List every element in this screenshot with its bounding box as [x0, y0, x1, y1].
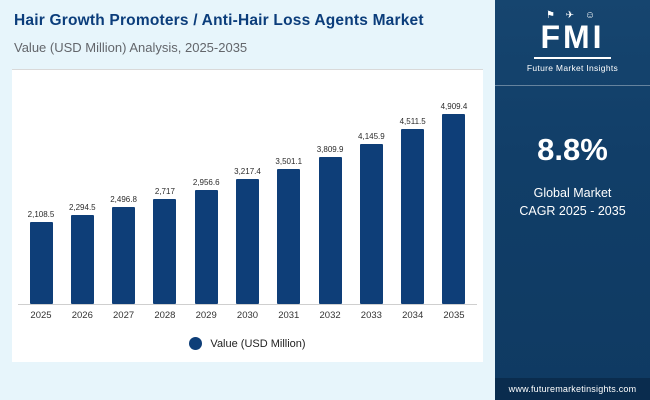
bar-value-label: 2,294.5	[68, 203, 96, 212]
x-axis-label: 2032	[319, 310, 341, 321]
bar	[112, 207, 136, 304]
bar-column: 3,501.1	[270, 157, 308, 304]
website-link[interactable]: www.futuremarketinsights.com	[495, 378, 650, 400]
x-axis-label: 2028	[154, 310, 176, 321]
bar-value-label: 2,496.8	[110, 195, 137, 204]
bar-column: 2,108.5	[22, 210, 60, 304]
bar	[401, 129, 425, 304]
bar	[277, 169, 301, 304]
bar-column: 3,809.9	[311, 145, 349, 304]
bar-value-label: 3,809.9	[316, 145, 344, 154]
chart-legend: Value (USD Million)	[18, 337, 477, 354]
bar-column: 2,717	[146, 187, 184, 304]
x-axis-label: 2033	[360, 310, 382, 321]
chart-panel: Hair Growth Promoters / Anti-Hair Loss A…	[0, 0, 495, 362]
cagr-value: 8.8%	[537, 131, 608, 167]
bar	[442, 114, 466, 304]
x-axis-label: 2034	[402, 310, 424, 321]
bar-column: 3,217.4	[228, 167, 266, 304]
x-axis-label: 2031	[278, 310, 300, 321]
bar-value-label: 3,217.4	[234, 167, 261, 176]
bar-value-label: 2,108.5	[27, 210, 55, 219]
bar-column: 2,956.6	[187, 178, 225, 304]
x-axis-label: 2029	[195, 310, 217, 321]
fmi-logo: ⚑ ✈ ☺ FMI Future Market Insights	[495, 0, 650, 73]
bar-value-label: 4,145.9	[358, 132, 385, 141]
bar-value-label: 4,511.5	[399, 117, 426, 126]
cagr-label-line2: CAGR 2025 - 2035	[519, 204, 626, 219]
bar-value-label: 4,909.4	[440, 102, 468, 111]
fmi-logo-subtext: Future Market Insights	[526, 62, 619, 73]
bar-column: 4,909.4	[435, 102, 473, 304]
bar-value-label: 3,501.1	[275, 157, 303, 166]
bar-column: 2,496.8	[105, 195, 143, 304]
sidebar-divider	[495, 84, 650, 86]
legend-marker-icon	[189, 337, 203, 350]
bar	[318, 157, 342, 304]
bar-column: 4,145.9	[352, 132, 390, 304]
chart-card: 2,108.5 2,294.5 2,496.8 2,717 2,956.6 3,217.4…	[12, 69, 483, 362]
bar-value-label: 2,717	[154, 187, 175, 196]
bar	[70, 215, 94, 304]
x-axis-label: 2026	[71, 310, 93, 321]
bar	[235, 179, 259, 304]
bar	[359, 144, 383, 304]
bar-value-label: 2,956.6	[192, 178, 220, 187]
x-axis-label: 2025	[30, 310, 52, 321]
bar-chart: 2,108.5 2,294.5 2,496.8 2,717 2,956.6 3,217.4…	[18, 82, 477, 305]
chart-header: Hair Growth Promoters / Anti-Hair Loss A…	[0, 0, 495, 63]
sidebar: ⚑ ✈ ☺ FMI Future Market Insights 8.8% Gl…	[495, 0, 650, 400]
bar	[194, 190, 218, 304]
x-axis-label: 2030	[236, 310, 259, 321]
bar	[153, 199, 177, 304]
x-axis-labels: 2025 2026 2027 2028 2029 2030 2031 2032 2033 2034…	[18, 305, 477, 323]
chart-subtitle: Value (USD Million) Analysis, 2025-2035	[14, 40, 248, 55]
bar	[29, 222, 53, 304]
x-axis-label: 2027	[113, 310, 135, 321]
legend-label: Value (USD Million)	[210, 337, 306, 350]
cagr-label-line1: Global Market	[533, 185, 612, 200]
cagr-block: 8.8% Global Market CAGR 2025 - 2035	[495, 132, 650, 222]
fmi-logo-icons: ⚑ ✈ ☺	[545, 10, 600, 21]
x-axis-label: 2035	[443, 310, 465, 321]
cagr-label: Global Market CAGR 2025 - 2035	[495, 184, 650, 222]
bar-column: 2,294.5	[63, 203, 101, 304]
fmi-logo-text: FMI	[534, 20, 611, 59]
bar-column: 4,511.5	[394, 117, 432, 304]
page-title: Hair Growth Promoters / Anti-Hair Loss A…	[14, 12, 424, 29]
